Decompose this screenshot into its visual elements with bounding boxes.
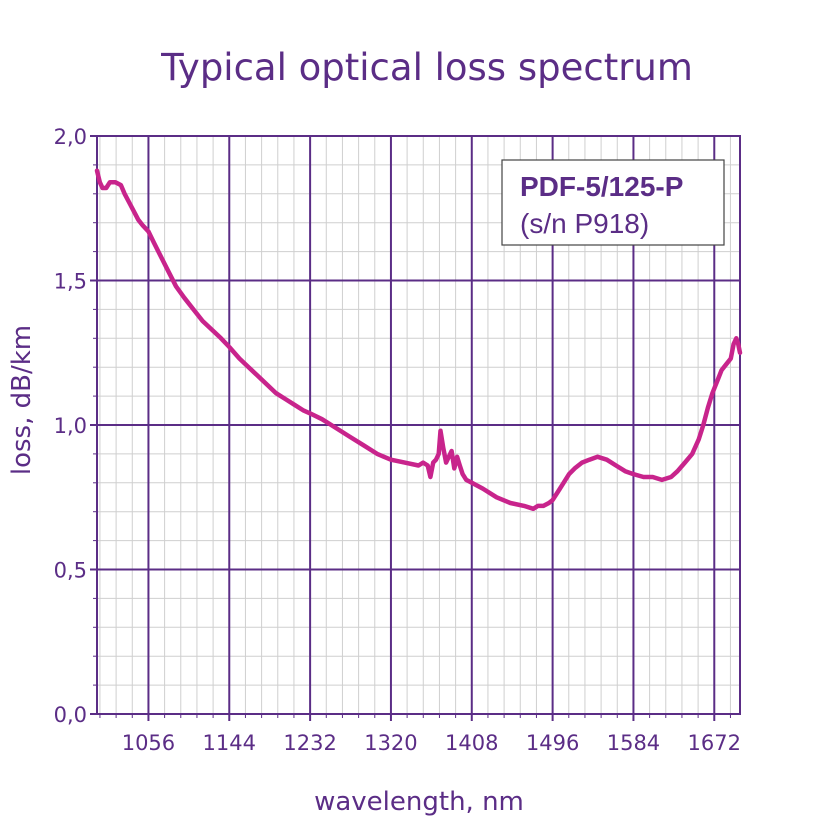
y-tick-label: 1,0	[54, 414, 87, 438]
x-axis-ticks: 1056 1144 1232 1320 1408 1496 1584 1672	[99, 714, 741, 755]
y-tick-label: 0,0	[54, 703, 87, 727]
legend-box: PDF-5/125-P (s/n P918)	[501, 159, 725, 246]
x-tick-label: 1496	[526, 731, 579, 755]
x-tick-label: 1056	[122, 731, 175, 755]
legend-frame	[501, 159, 725, 246]
x-axis-label: wavelength, nm	[314, 787, 524, 817]
x-tick-label: 1232	[283, 731, 336, 755]
x-tick-label: 1320	[364, 731, 417, 755]
y-tick-label: 2,0	[54, 125, 87, 149]
loss-curve	[94, 168, 743, 512]
y-axis-label: loss, dB/km	[7, 325, 37, 475]
chart-title: Typical optical loss spectrum	[160, 46, 693, 89]
x-tick-label: 1584	[607, 731, 660, 755]
y-tick-label: 0,5	[54, 559, 87, 583]
y-tick-label: 1,5	[54, 270, 87, 294]
x-tick-label: 1408	[445, 731, 498, 755]
x-tick-label: 1672	[688, 731, 741, 755]
legend-title: PDF-5/125-P	[520, 171, 683, 202]
x-tick-label: 1144	[203, 731, 256, 755]
legend-subtitle: (s/n P918)	[520, 208, 649, 239]
y-axis-ticks: 0,0 0,5 1,0 1,5 2,0	[54, 125, 97, 727]
